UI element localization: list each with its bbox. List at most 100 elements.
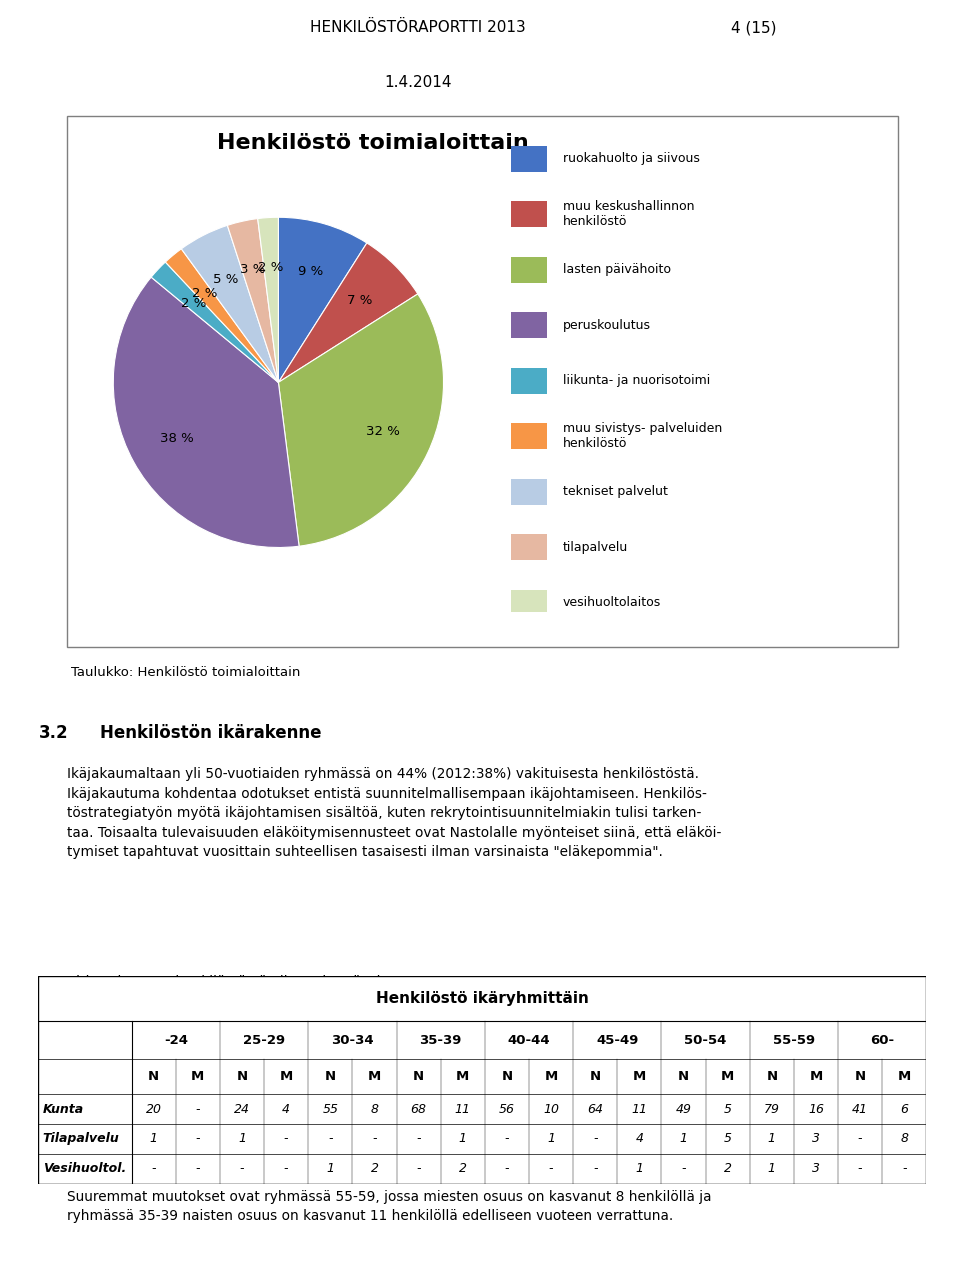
Text: 50-54: 50-54	[684, 1034, 727, 1046]
Text: -: -	[196, 1103, 200, 1116]
Text: -: -	[240, 1162, 244, 1175]
Text: 2 %: 2 %	[181, 297, 206, 309]
FancyBboxPatch shape	[511, 202, 547, 227]
Text: 25-29: 25-29	[243, 1034, 285, 1046]
Text: 11: 11	[455, 1103, 470, 1116]
Text: 2: 2	[371, 1162, 378, 1175]
Text: -: -	[417, 1132, 420, 1146]
Text: 3: 3	[812, 1162, 820, 1175]
Wedge shape	[278, 217, 367, 382]
Text: peruskoulutus: peruskoulutus	[563, 319, 651, 332]
Text: liikunta- ja nuorisotoimi: liikunta- ja nuorisotoimi	[563, 375, 710, 387]
Wedge shape	[278, 244, 418, 382]
Text: 40-44: 40-44	[508, 1034, 550, 1046]
Text: 11: 11	[632, 1103, 647, 1116]
Text: -: -	[196, 1162, 200, 1175]
Text: Vesihuoltol.: Vesihuoltol.	[43, 1162, 126, 1175]
Text: Henkilöstö ikäryhmittäin: Henkilöstö ikäryhmittäin	[376, 991, 588, 1006]
Text: 4 (15): 4 (15)	[731, 20, 777, 35]
Text: Kunta: Kunta	[43, 1103, 84, 1116]
Text: 38 %: 38 %	[160, 432, 194, 444]
Text: 1: 1	[768, 1162, 776, 1175]
Text: 41: 41	[852, 1103, 868, 1116]
Text: -24: -24	[164, 1034, 188, 1046]
Text: -: -	[417, 1162, 420, 1175]
Text: M: M	[368, 1070, 381, 1083]
Text: N: N	[413, 1070, 424, 1083]
Text: 1: 1	[547, 1132, 555, 1146]
Text: 1: 1	[680, 1132, 687, 1146]
Wedge shape	[165, 249, 278, 382]
FancyBboxPatch shape	[511, 146, 547, 172]
Text: 3 %: 3 %	[241, 262, 266, 276]
Text: 49: 49	[676, 1103, 691, 1116]
Text: -: -	[505, 1132, 509, 1146]
Text: -: -	[284, 1162, 288, 1175]
Text: -: -	[858, 1162, 862, 1175]
Text: M: M	[633, 1070, 646, 1083]
Wedge shape	[228, 218, 278, 382]
Text: 2 %: 2 %	[258, 260, 284, 274]
Text: 7 %: 7 %	[348, 294, 372, 307]
Text: M: M	[898, 1070, 911, 1083]
Text: muu sivistys- palveluiden
henkilöstö: muu sivistys- palveluiden henkilöstö	[563, 423, 722, 451]
Text: -: -	[682, 1162, 685, 1175]
Text: 1: 1	[238, 1132, 246, 1146]
Text: 64: 64	[588, 1103, 603, 1116]
Text: N: N	[766, 1070, 778, 1083]
Text: N: N	[678, 1070, 689, 1083]
Text: 1: 1	[150, 1132, 157, 1146]
Text: -: -	[505, 1162, 509, 1175]
Wedge shape	[151, 262, 278, 382]
Text: 2: 2	[724, 1162, 732, 1175]
Text: Henkilöstö toimialoittain: Henkilöstö toimialoittain	[217, 133, 529, 153]
Text: 2: 2	[459, 1162, 467, 1175]
Text: Virkasuhteessa henkilöstöstä oli 156 ja työsuhteessa 226.: Virkasuhteessa henkilöstöstä oli 156 ja …	[67, 974, 465, 989]
Text: 3.2: 3.2	[38, 724, 68, 742]
Text: tilapalvelu: tilapalvelu	[563, 540, 628, 554]
FancyBboxPatch shape	[511, 534, 547, 560]
Text: 20: 20	[146, 1103, 161, 1116]
Text: muu keskushallinnon
henkilöstö: muu keskushallinnon henkilöstö	[563, 201, 694, 228]
Text: 35-39: 35-39	[420, 1034, 462, 1046]
Text: N: N	[854, 1070, 866, 1083]
Text: 4: 4	[636, 1132, 643, 1146]
Text: 1: 1	[326, 1162, 334, 1175]
Text: 8: 8	[371, 1103, 378, 1116]
Text: Taulukko: Henkilöstö toimialoittain: Taulukko: Henkilöstö toimialoittain	[71, 665, 300, 679]
Text: 79: 79	[764, 1103, 780, 1116]
Text: N: N	[589, 1070, 601, 1083]
Text: 5: 5	[724, 1103, 732, 1116]
Text: Ikäjakaumaltaan yli 50-vuotiaiden ryhmässä on 44% (2012:38%) vakituisesta henkil: Ikäjakaumaltaan yli 50-vuotiaiden ryhmäs…	[67, 767, 722, 859]
Text: M: M	[721, 1070, 734, 1083]
Text: -: -	[196, 1132, 200, 1146]
Text: Suuremmat muutokset ovat ryhmässä 55-59, jossa miesten osuus on kasvanut 8 henki: Suuremmat muutokset ovat ryhmässä 55-59,…	[67, 1190, 711, 1223]
Wedge shape	[113, 278, 300, 548]
Text: N: N	[148, 1070, 159, 1083]
Text: M: M	[809, 1070, 823, 1083]
Text: 56: 56	[499, 1103, 515, 1116]
Text: vesihuoltolaitos: vesihuoltolaitos	[563, 596, 661, 610]
Text: M: M	[191, 1070, 204, 1083]
Text: -: -	[284, 1132, 288, 1146]
FancyBboxPatch shape	[511, 478, 547, 505]
Text: 1.4.2014: 1.4.2014	[384, 74, 451, 90]
FancyBboxPatch shape	[511, 313, 547, 338]
Text: 60-: 60-	[870, 1034, 895, 1046]
Text: -: -	[902, 1162, 906, 1175]
Text: M: M	[544, 1070, 558, 1083]
FancyBboxPatch shape	[66, 116, 899, 647]
Text: N: N	[501, 1070, 513, 1083]
Text: N: N	[324, 1070, 336, 1083]
Wedge shape	[278, 294, 444, 546]
Text: 55-59: 55-59	[773, 1034, 815, 1046]
Text: -: -	[328, 1132, 332, 1146]
Text: -: -	[593, 1132, 597, 1146]
Text: 8: 8	[900, 1132, 908, 1146]
Text: 68: 68	[411, 1103, 426, 1116]
Text: 16: 16	[808, 1103, 824, 1116]
Text: 1: 1	[459, 1132, 467, 1146]
Text: 5: 5	[724, 1132, 732, 1146]
Text: 4: 4	[282, 1103, 290, 1116]
Text: HENKILÖSTÖRAPORTTI 2013: HENKILÖSTÖRAPORTTI 2013	[310, 20, 525, 35]
